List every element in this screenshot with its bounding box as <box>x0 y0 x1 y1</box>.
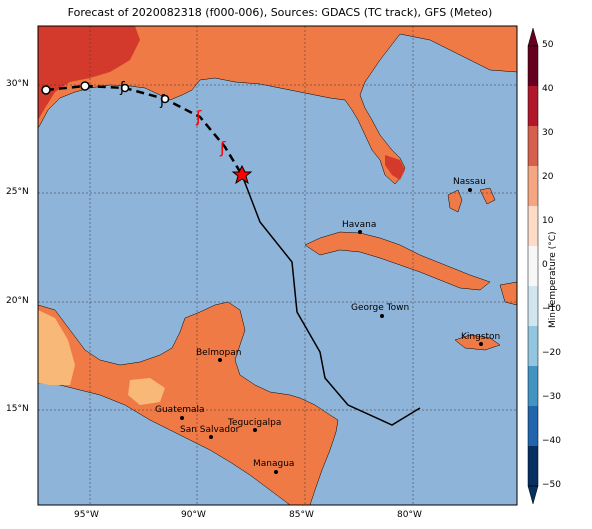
colorbar-tick-label: 0 <box>542 260 548 270</box>
colorbar-segment <box>528 286 538 326</box>
colorbar-tick-label: 30 <box>542 128 554 138</box>
y-tick: 30°N <box>6 79 29 89</box>
land-hot-florida <box>385 155 405 180</box>
land-guatemala-cool <box>128 378 165 405</box>
colorbar-tick-label: −20 <box>542 348 561 358</box>
colorbar-segment <box>528 126 538 166</box>
land-jamaica <box>454 334 501 351</box>
city-label-belmopan: Belmopan <box>196 348 242 358</box>
colorbar-min-arrow <box>527 485 539 505</box>
storm-symbol-icon: ʃ <box>195 107 202 126</box>
colorbar <box>527 27 539 505</box>
city-dots <box>180 188 483 474</box>
land-mexico <box>37 301 339 506</box>
colorbar-tick-label: −40 <box>542 436 561 446</box>
city-label-kingston: Kingston <box>461 332 501 342</box>
colorbar-segment <box>528 246 538 286</box>
city-label-tegucigalpa: Tegucigalpa <box>228 418 282 428</box>
storm-symbol-icon: ʃ <box>159 93 165 109</box>
colorbar-segment <box>528 166 538 206</box>
y-tick: 20°N <box>6 296 29 306</box>
x-tick: 85°W <box>289 510 314 520</box>
y-tick: 25°N <box>6 187 29 197</box>
colorbar-border <box>527 45 539 487</box>
colorbar-segment <box>528 326 538 366</box>
map-border <box>37 25 518 506</box>
land-bahamas <box>447 189 463 213</box>
colorbar-tick-label: −10 <box>542 304 561 314</box>
x-tick: 90°W <box>181 510 206 520</box>
land-mexico-warm <box>38 310 75 385</box>
map-title: Forecast of 2020082318 (f000-006), Sourc… <box>67 6 493 19</box>
colorbar-tick-label: −50 <box>542 480 561 490</box>
land-us-gulf <box>37 25 518 185</box>
city-label-managua: Managua <box>253 459 295 469</box>
colorbar-segment <box>528 446 538 486</box>
colorbar-tick-label: 10 <box>542 216 554 226</box>
storm-track-forecast <box>241 174 421 426</box>
colorbar-tick-label: 20 <box>542 172 554 182</box>
city-label-san-salvador: San Salvador <box>180 425 240 435</box>
colorbar-segment <box>528 206 538 246</box>
city-label-nassau: Nassau <box>453 177 486 187</box>
storm-symbol-icon: ʃ <box>219 138 226 157</box>
track-points <box>41 81 170 104</box>
colorbar-segment <box>528 366 538 406</box>
land-cuba <box>304 231 491 291</box>
land-bahamas-2 <box>479 187 496 205</box>
y-tick: 15°N <box>6 404 29 414</box>
x-tick: 80°W <box>397 510 422 520</box>
city-label-havana: Havana <box>342 220 377 230</box>
colorbar-segment <box>528 46 538 86</box>
city-label-george-town: George Town <box>351 303 410 313</box>
storm-symbol-icon: ʃ <box>119 80 125 96</box>
x-tick: 95°W <box>74 510 99 520</box>
current-position-star-icon <box>231 164 253 185</box>
colorbar-tick-label: −30 <box>542 392 561 402</box>
land-hot-region <box>38 26 140 120</box>
colorbar-segment <box>528 406 538 446</box>
colorbar-max-arrow <box>527 27 539 47</box>
colorbar-tick-label: 40 <box>542 84 554 94</box>
colorbar-tick-label: 50 <box>542 40 554 50</box>
storm-symbol-icons: ʃ ʃ ʃ ʃ <box>119 80 226 157</box>
city-label-guatemala: Guatemala <box>155 405 205 415</box>
colorbar-segment <box>528 86 538 126</box>
